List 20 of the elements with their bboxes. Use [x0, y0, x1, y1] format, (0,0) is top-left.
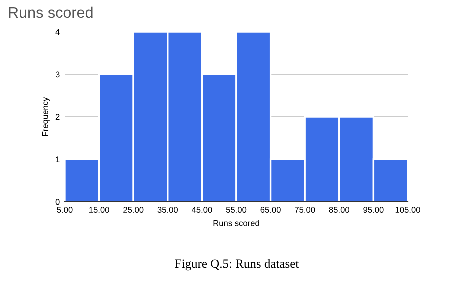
- x-tick-label: 105.00: [396, 207, 420, 213]
- x-tick-label: 15.00: [90, 207, 110, 213]
- x-tick-label: 5.00: [57, 207, 73, 213]
- x-tick-label: 45.00: [192, 207, 212, 213]
- x-tick-label: 65.00: [260, 207, 281, 213]
- x-tick-label: 85.00: [329, 207, 350, 213]
- y-tick-label: 4: [56, 29, 60, 36]
- y-tick-label: 1: [56, 156, 60, 163]
- x-tick-label: 75.00: [295, 207, 316, 213]
- y-axis-title: Frequency: [42, 97, 50, 136]
- y-tick-label: 3: [56, 72, 60, 78]
- y-tick-label: 2: [56, 114, 60, 120]
- x-tick-label: 25.00: [124, 207, 144, 213]
- x-tick-label: 35.00: [158, 207, 178, 213]
- x-tick-label: 95.00: [364, 207, 384, 213]
- x-axis-title: Runs scored: [214, 220, 260, 226]
- x-tick-label: 55.00: [226, 207, 247, 213]
- chart-title: Runs scored: [9, 6, 93, 18]
- text: Figure Q.5: Runs dataset: [175, 259, 300, 271]
- y-tick-label: 0: [56, 199, 60, 206]
